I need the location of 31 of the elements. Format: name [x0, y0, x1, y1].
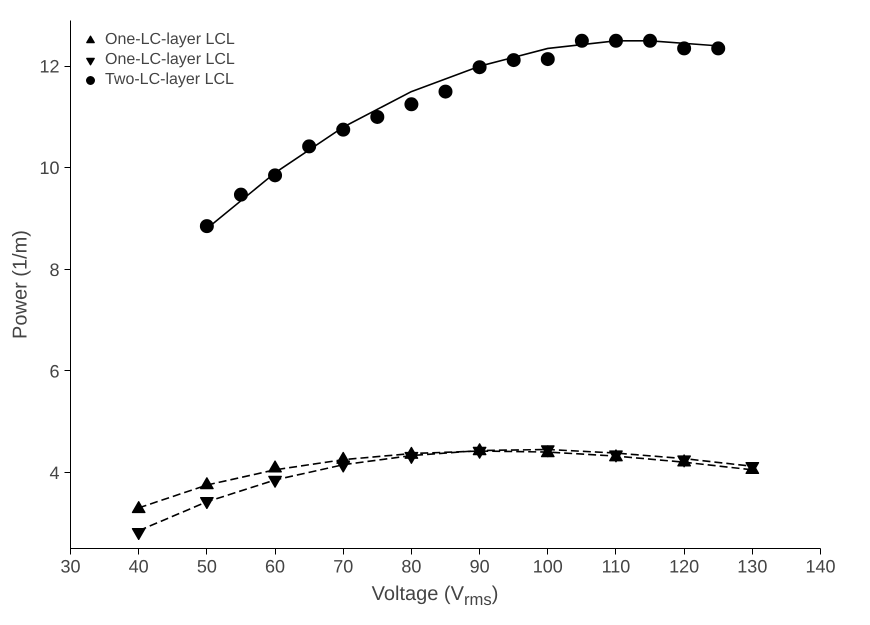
point: [438, 84, 452, 99]
point: [540, 52, 555, 66]
point: [268, 476, 282, 488]
x-tick-label: 130: [737, 556, 768, 576]
x-tick-label: 90: [470, 556, 490, 576]
point: [370, 110, 384, 124]
point: [404, 97, 418, 112]
x-tick-label: 60: [265, 556, 286, 576]
y-tick-label: 8: [49, 260, 60, 280]
x-tick-label: 70: [333, 556, 354, 576]
y-tick-label: 4: [49, 462, 60, 483]
x-tick-label: 40: [128, 556, 149, 576]
legend-label: One-LC-layer LCL: [105, 51, 235, 69]
point: [200, 219, 214, 234]
point: [234, 188, 248, 202]
x-axis-title: Voltage (V$_{rms}$): [372, 582, 498, 611]
x-tick-label: 30: [60, 556, 81, 576]
legend-label: Two-LC-layer LCL: [105, 71, 234, 89]
y-tick-label: 10: [39, 158, 60, 178]
x-tick-label: 120: [669, 556, 700, 576]
x-tick-label: 100: [532, 556, 563, 576]
x-tick-label: 110: [602, 556, 630, 576]
y-axis-title: Power (1/m): [9, 230, 32, 339]
x-tick-label: 50: [196, 556, 217, 576]
legend-label: One-LC-layer LCL: [105, 31, 235, 49]
point: [677, 41, 692, 56]
x-tick-label: 140: [805, 556, 836, 576]
point: [711, 41, 726, 56]
y-tick-label: 12: [39, 56, 60, 77]
y-tick-label: 6: [49, 361, 60, 382]
x-tick-label: 80: [401, 556, 422, 576]
